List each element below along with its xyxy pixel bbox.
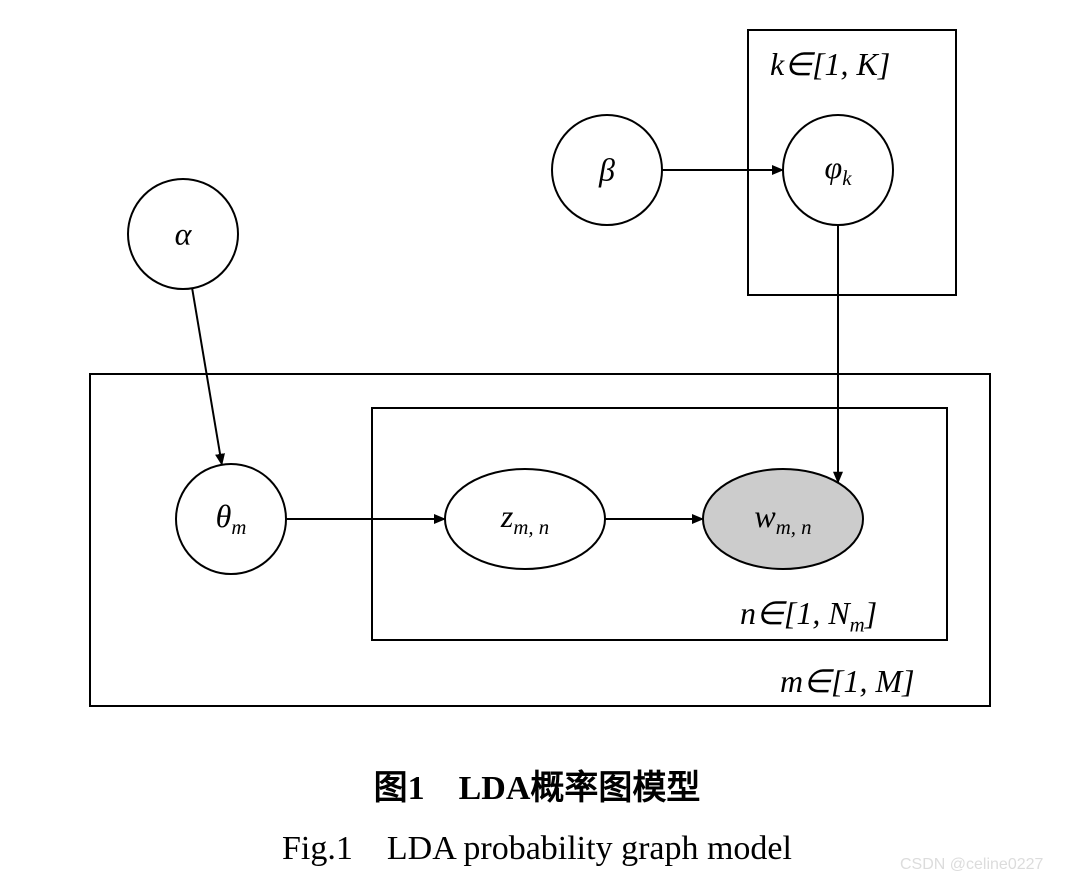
svg-layer	[0, 0, 1074, 878]
plate-label-n: n∈[1, Nm]	[740, 594, 877, 637]
node-label-beta: β	[599, 152, 615, 189]
caption-cn: 图1 LDA概率图模型	[0, 760, 1074, 809]
plate-label-m: m∈[1, M]	[780, 662, 915, 700]
plate-label-k: k∈[1, K]	[770, 45, 890, 83]
node-label-theta-m: θm	[216, 498, 247, 540]
edges-group	[192, 170, 838, 519]
node-label-z-mn: zm, n	[501, 498, 549, 540]
node-label-phi-k: φk	[825, 149, 852, 191]
node-label-alpha: α	[175, 216, 192, 253]
watermark-text: CSDN @celine0227	[900, 856, 1043, 874]
edge-alpha-theta_m	[192, 288, 222, 465]
diagram-canvas: α β φk θm zm, n wm, n k∈[1, K] m∈[1, M] …	[0, 0, 1074, 878]
node-label-w-mn: wm, n	[754, 498, 811, 540]
